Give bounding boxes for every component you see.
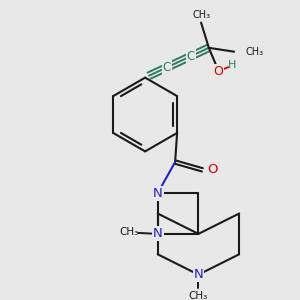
Text: CH₃: CH₃ xyxy=(246,47,264,57)
Text: O: O xyxy=(207,163,217,176)
Text: N: N xyxy=(194,268,203,281)
Text: O: O xyxy=(214,64,224,78)
Text: CH₃: CH₃ xyxy=(192,10,210,20)
Text: CH₃: CH₃ xyxy=(189,291,208,300)
Text: N: N xyxy=(153,227,163,240)
Text: H: H xyxy=(228,60,236,70)
Text: C: C xyxy=(187,50,195,63)
Text: N: N xyxy=(153,187,163,200)
Text: CH₃: CH₃ xyxy=(119,227,138,237)
Text: C: C xyxy=(163,61,171,74)
